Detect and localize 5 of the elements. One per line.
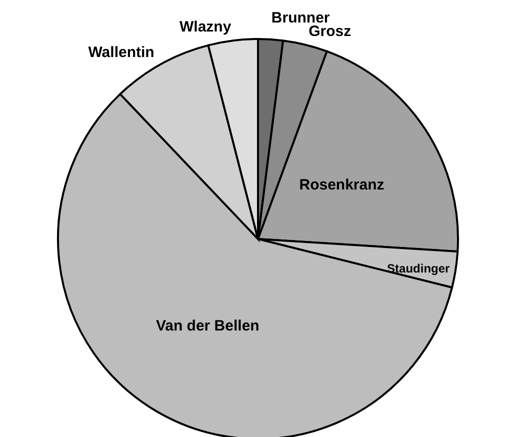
- slice-label: Van der Bellen: [156, 317, 260, 334]
- slice-label: Staudinger: [387, 262, 450, 276]
- slice-label: Rosenkranz: [299, 176, 384, 194]
- slice-label: Wlazny: [179, 18, 232, 36]
- slice-label: Wallentin: [88, 44, 154, 61]
